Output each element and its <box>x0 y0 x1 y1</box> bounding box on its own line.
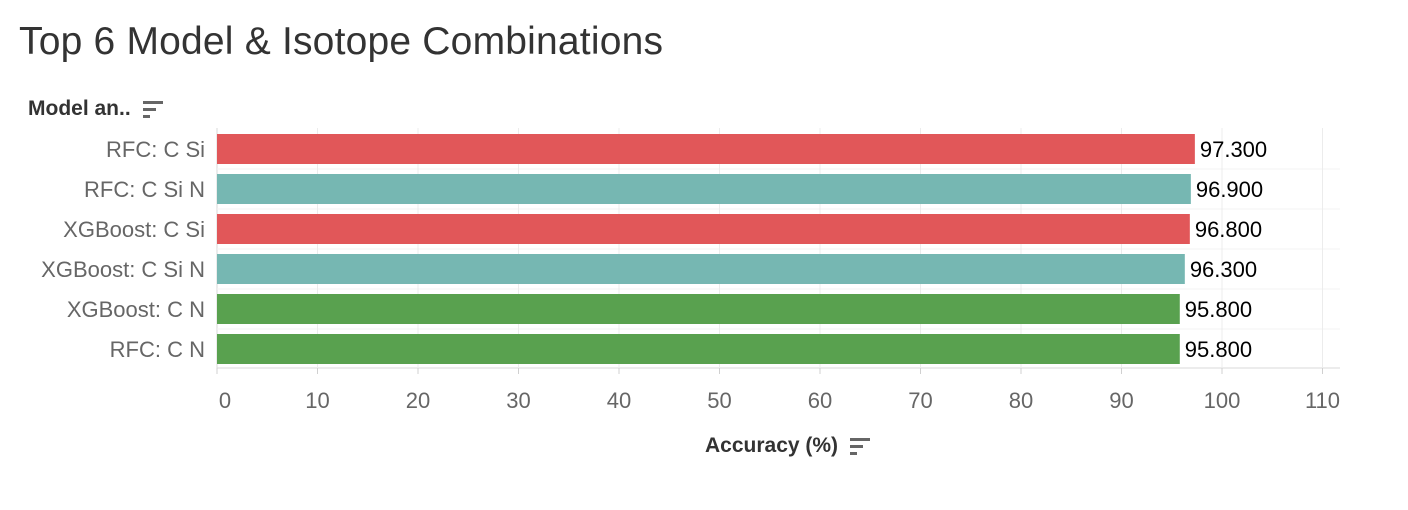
grid-lines <box>216 128 1340 369</box>
x-axis-title[interactable]: Accuracy (%) <box>705 434 872 458</box>
category-label: RFC: C N <box>110 337 205 362</box>
bar[interactable] <box>217 294 1180 324</box>
x-axis: 0 10 20 30 40 50 60 70 80 90 100 110 <box>216 368 1340 413</box>
value-label: 95.800 <box>1185 337 1252 362</box>
x-tick-label: 50 <box>707 388 731 413</box>
bars <box>217 134 1195 364</box>
value-label: 95.800 <box>1185 297 1252 322</box>
bar[interactable] <box>217 174 1191 204</box>
bar[interactable] <box>217 254 1185 284</box>
row-header[interactable]: Model an.. <box>28 97 165 121</box>
value-labels: 97.300 96.900 96.800 96.300 95.800 95.800 <box>1185 137 1267 362</box>
x-tick-label: 110 <box>1305 388 1340 413</box>
category-label: XGBoost: C Si N <box>41 257 205 282</box>
x-tick-label: 40 <box>607 388 631 413</box>
bar[interactable] <box>217 214 1190 244</box>
category-label: RFC: C Si N <box>84 177 205 202</box>
category-label: XGBoost: C Si <box>63 217 205 242</box>
sort-descending-icon[interactable] <box>850 437 872 455</box>
x-tick-label: 30 <box>506 388 530 413</box>
sort-descending-icon[interactable] <box>142 100 165 118</box>
chart-title: Top 6 Model & Isotope Combinations <box>19 20 664 63</box>
x-tick-label: 60 <box>808 388 832 413</box>
x-tick-label: 100 <box>1204 388 1241 413</box>
value-label: 96.900 <box>1196 177 1263 202</box>
x-axis-title-label: Accuracy (%) <box>705 434 839 457</box>
x-tick-label: 0 <box>219 388 231 413</box>
value-label: 97.300 <box>1200 137 1267 162</box>
x-tick-label: 20 <box>406 388 430 413</box>
bar[interactable] <box>217 134 1195 164</box>
row-header-label: Model an.. <box>28 97 131 120</box>
x-tick-label: 70 <box>908 388 932 413</box>
value-label: 96.800 <box>1195 217 1262 242</box>
x-tick-label: 10 <box>305 388 329 413</box>
x-tick-label: 80 <box>1009 388 1033 413</box>
category-label: XGBoost: C N <box>67 297 205 322</box>
category-labels: RFC: C Si RFC: C Si N XGBoost: C Si XGBoost… <box>41 137 205 362</box>
bar[interactable] <box>217 334 1180 364</box>
category-label: RFC: C Si <box>106 137 205 162</box>
value-label: 96.300 <box>1190 257 1257 282</box>
x-tick-label: 90 <box>1109 388 1133 413</box>
